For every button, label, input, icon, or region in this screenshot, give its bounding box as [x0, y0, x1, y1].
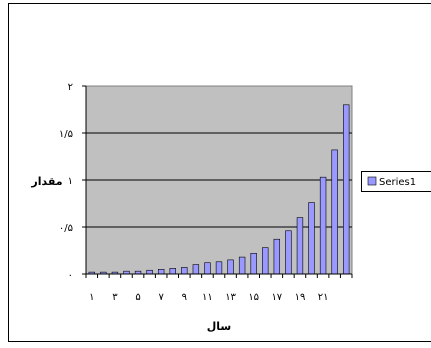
- bar: [343, 105, 349, 274]
- bar: [262, 248, 268, 274]
- y-tick-label: ۱/۵: [59, 129, 73, 140]
- x-tick-label: ۵: [135, 292, 140, 303]
- bar: [170, 268, 176, 274]
- bar: [228, 260, 234, 274]
- bar: [158, 269, 164, 274]
- bar: [147, 270, 153, 274]
- y-tick-label: ۰: [68, 270, 73, 281]
- bar: [216, 262, 222, 274]
- x-tick-label: ۹: [182, 292, 187, 303]
- x-tick-label: ۷: [158, 292, 164, 303]
- x-tick-label: ۱۵: [248, 292, 259, 303]
- bar: [193, 265, 199, 274]
- bar: [181, 267, 187, 274]
- y-tick-label: ۲: [68, 82, 73, 93]
- bar: [286, 231, 292, 274]
- x-tick-label: ۳: [112, 292, 118, 303]
- y-axis-title: مقدار: [30, 175, 62, 188]
- x-tick-label: ۱: [89, 292, 94, 303]
- x-tick-label: ۱۷: [271, 292, 282, 303]
- bar: [251, 253, 257, 274]
- x-tick-label: ۲۱: [318, 292, 329, 303]
- x-axis-title: سال: [207, 320, 232, 333]
- bar: [320, 177, 326, 274]
- x-tick-label: ۱۹: [295, 292, 306, 303]
- x-tick-label: ۱۱: [202, 292, 213, 303]
- y-tick-label: ۰/۵: [59, 223, 73, 234]
- bar: [274, 239, 280, 274]
- bar: [297, 218, 303, 274]
- bar: [205, 263, 211, 274]
- bar: [239, 257, 245, 274]
- bar: [309, 203, 315, 274]
- bar: [332, 150, 338, 274]
- legend: Series1: [362, 172, 431, 192]
- y-tick-label: ۱: [68, 176, 73, 187]
- legend-label: Series1: [379, 177, 416, 188]
- x-tick-label: ۱۳: [225, 292, 236, 303]
- legend-swatch: [368, 177, 376, 185]
